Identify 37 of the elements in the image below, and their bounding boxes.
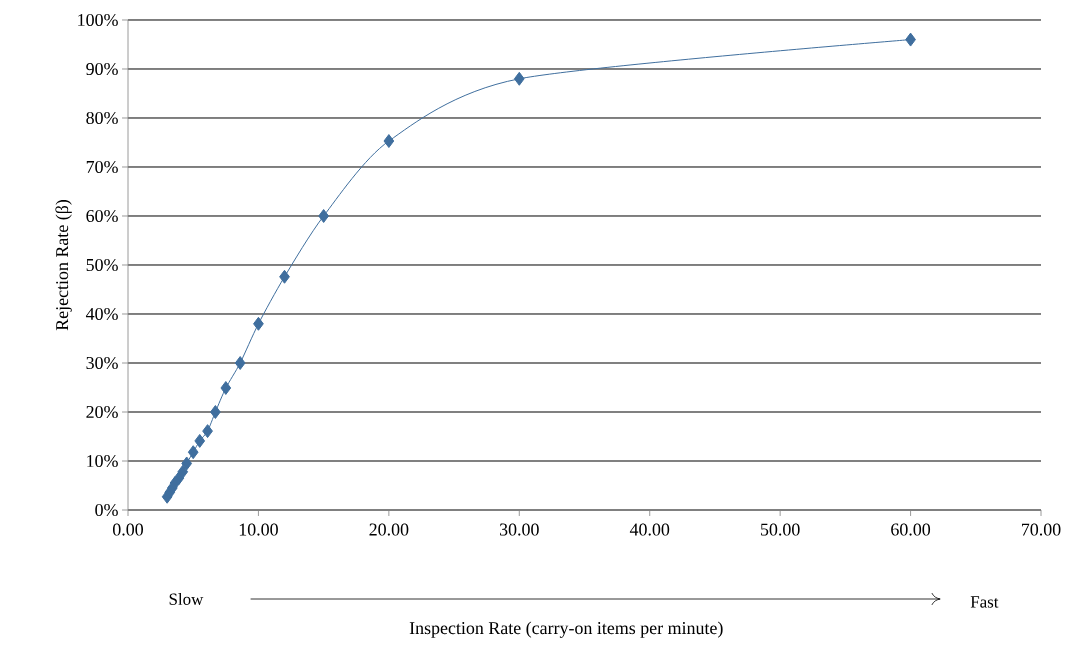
y-tick-label: 30%	[86, 356, 118, 370]
y-axis-title: Rejection Rate (β)	[55, 199, 72, 331]
point	[253, 316, 264, 331]
x-tick-label: 70.00	[1022, 523, 1061, 536]
y-tick-label: 80%	[86, 111, 118, 125]
point	[234, 356, 246, 370]
point	[905, 32, 916, 47]
point	[181, 456, 193, 471]
point	[318, 209, 329, 223]
point	[513, 71, 525, 86]
point	[279, 269, 290, 284]
x-tick-label: 20.00	[369, 523, 409, 536]
y-tick-label: 40%	[85, 307, 118, 321]
x-axis-title: Inspection Rate (carry-on items per minute)	[409, 621, 723, 638]
x-tick-label: 40.00	[629, 523, 670, 536]
y-tick-label: 20%	[86, 405, 118, 419]
x-tick-label: 30.00	[499, 523, 539, 536]
point	[187, 445, 199, 460]
x-tick-label: 50.00	[761, 523, 800, 536]
point	[383, 134, 395, 148]
y-tick-label: 10%	[87, 454, 118, 468]
x-tick-label: 60.00	[891, 523, 931, 536]
x-tick-label: 0.00	[113, 523, 144, 536]
y-tick-label: 90%	[86, 62, 118, 76]
point	[202, 424, 213, 439]
y-tick-label: 50%	[86, 258, 118, 272]
y-tick-label: 0%	[95, 503, 118, 517]
y-tick-label: 70%	[86, 160, 118, 174]
point	[210, 405, 221, 419]
point	[194, 433, 206, 448]
text: Fast	[970, 596, 999, 608]
point	[177, 464, 189, 479]
text: Slow	[169, 593, 204, 605]
point	[220, 381, 232, 395]
y-tick-label: 100%	[78, 13, 118, 27]
y-tick-label: 60%	[86, 209, 118, 223]
x-tick-label: 10.00	[239, 523, 278, 536]
